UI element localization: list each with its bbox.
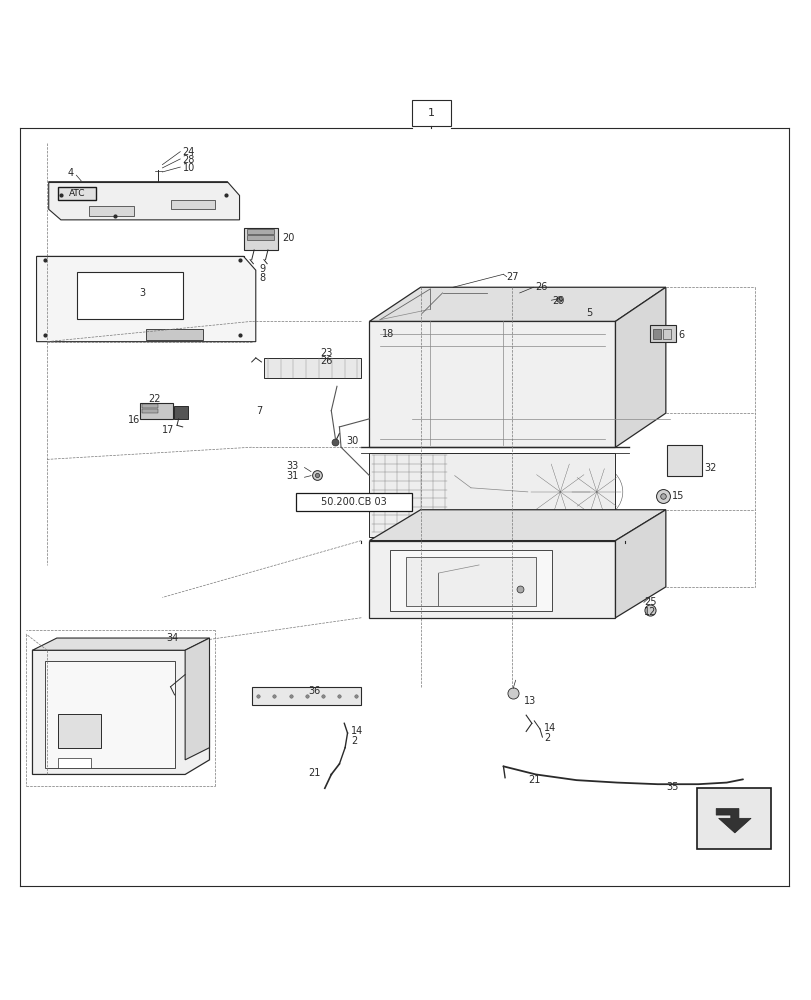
Polygon shape	[369, 321, 615, 447]
Polygon shape	[32, 650, 209, 774]
Polygon shape	[140, 403, 173, 419]
Bar	[389, 550, 551, 611]
Bar	[652, 329, 660, 339]
Text: 20: 20	[282, 233, 294, 243]
Polygon shape	[243, 228, 277, 250]
Bar	[696, 788, 770, 849]
Text: 31: 31	[285, 471, 298, 481]
Text: 25: 25	[643, 597, 655, 607]
Text: 5: 5	[586, 308, 592, 318]
Text: 18: 18	[381, 329, 393, 339]
Text: 34: 34	[166, 633, 178, 643]
Polygon shape	[174, 406, 188, 419]
Text: ATC: ATC	[69, 189, 85, 198]
Text: 26: 26	[320, 356, 333, 366]
Polygon shape	[615, 287, 665, 447]
Bar	[296, 493, 411, 511]
Bar	[247, 235, 274, 240]
Polygon shape	[32, 638, 209, 650]
Text: 23: 23	[320, 348, 333, 358]
Bar	[247, 229, 274, 234]
Polygon shape	[715, 809, 750, 833]
Text: 21: 21	[308, 768, 320, 778]
Text: 16: 16	[128, 415, 140, 425]
Bar	[662, 329, 670, 339]
Polygon shape	[185, 638, 209, 760]
Bar	[142, 409, 158, 413]
Text: 1: 1	[427, 108, 434, 118]
Bar	[649, 325, 675, 342]
Text: 8: 8	[260, 273, 266, 283]
Bar	[251, 687, 361, 705]
Polygon shape	[264, 358, 361, 378]
Text: 36: 36	[308, 686, 320, 696]
Text: 10: 10	[182, 163, 195, 173]
Text: 3: 3	[139, 288, 146, 298]
Text: 30: 30	[345, 436, 358, 446]
Text: 9: 9	[260, 264, 266, 274]
Text: 2: 2	[543, 733, 550, 743]
Text: 4: 4	[67, 168, 74, 178]
Text: 24: 24	[182, 147, 195, 157]
Text: 14: 14	[350, 726, 363, 736]
Text: 7: 7	[255, 406, 262, 416]
Text: 22: 22	[148, 393, 161, 403]
Text: 27: 27	[506, 272, 518, 282]
Text: 28: 28	[182, 155, 195, 165]
Polygon shape	[36, 256, 255, 342]
Text: 14: 14	[543, 723, 556, 733]
Bar	[89, 206, 134, 216]
Bar	[411, 100, 450, 126]
Text: 2: 2	[350, 736, 357, 746]
Text: 32: 32	[703, 463, 715, 473]
Text: 21: 21	[527, 775, 539, 785]
Polygon shape	[369, 287, 665, 321]
Text: 50.200.CB 03: 50.200.CB 03	[321, 497, 386, 507]
Text: 29: 29	[551, 296, 564, 306]
Text: 26: 26	[534, 282, 547, 292]
Bar	[146, 329, 203, 340]
Bar	[58, 758, 91, 768]
Polygon shape	[58, 187, 96, 200]
Polygon shape	[369, 453, 615, 537]
Bar	[142, 404, 158, 408]
Bar	[45, 661, 174, 768]
Text: 13: 13	[523, 696, 535, 706]
Bar	[667, 445, 701, 476]
Text: 17: 17	[162, 425, 174, 435]
Bar	[406, 557, 535, 606]
Polygon shape	[369, 541, 615, 618]
Text: 35: 35	[665, 782, 677, 792]
Polygon shape	[369, 510, 665, 541]
Polygon shape	[49, 182, 239, 220]
Bar	[170, 200, 215, 209]
Text: 15: 15	[672, 491, 684, 501]
Polygon shape	[615, 510, 665, 618]
Bar	[77, 272, 182, 319]
Text: 12: 12	[643, 607, 655, 617]
Text: 6: 6	[677, 330, 684, 340]
Bar	[58, 714, 101, 748]
Text: 33: 33	[285, 461, 298, 471]
